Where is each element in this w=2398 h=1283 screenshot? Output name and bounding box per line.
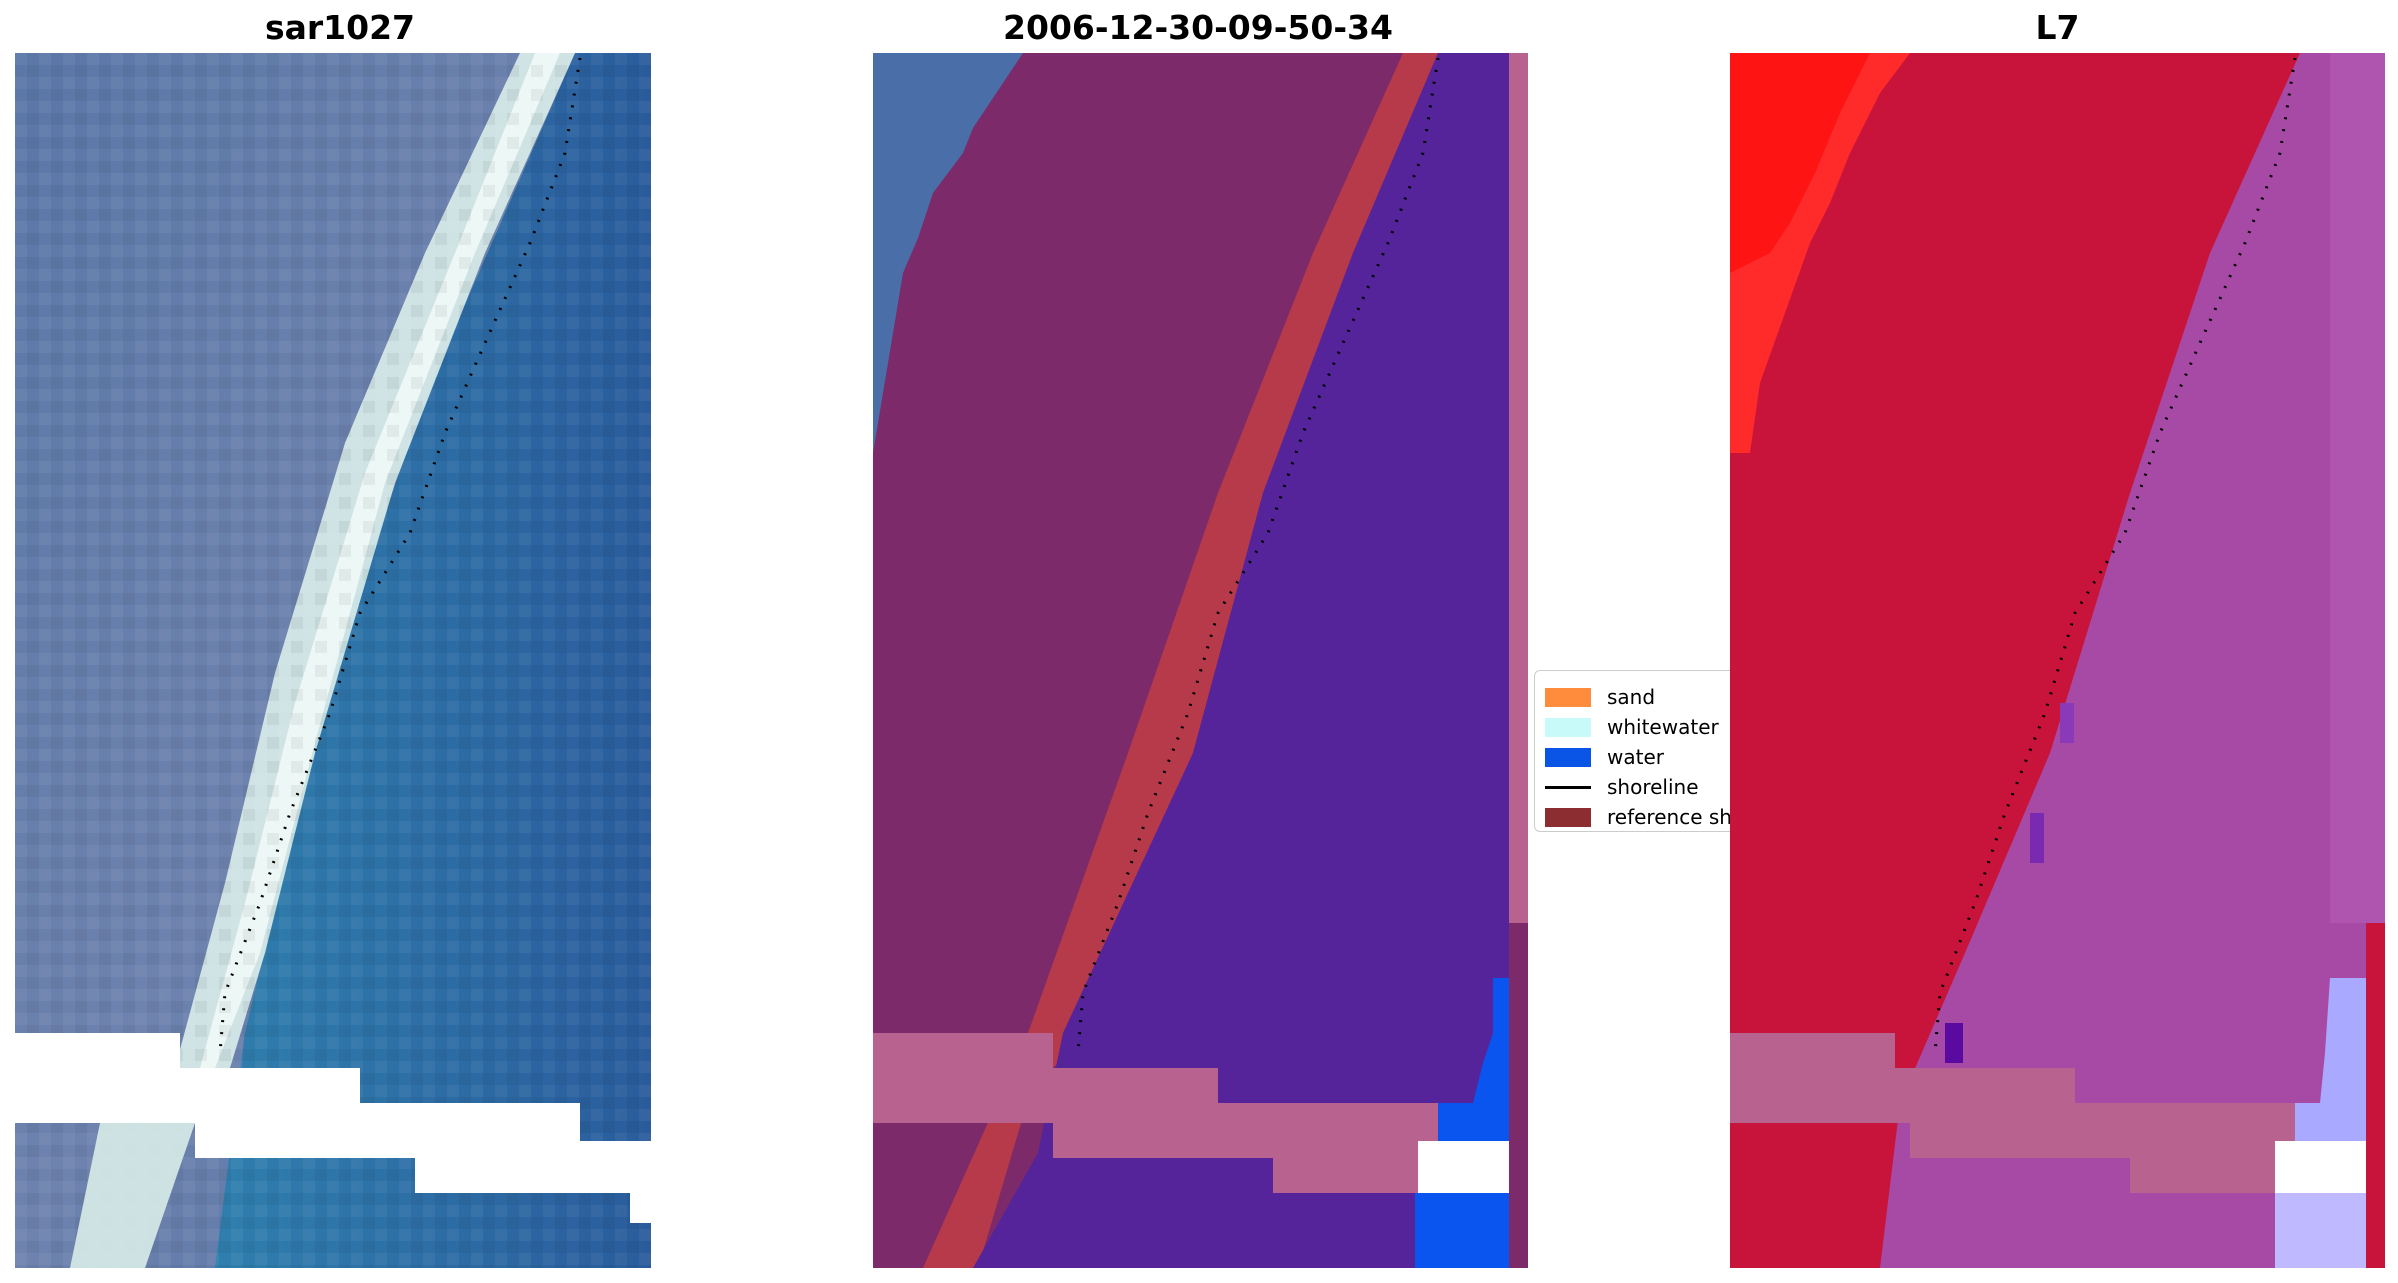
panel-title-l7: L7 bbox=[2035, 8, 2080, 47]
rgb-nodata-band bbox=[15, 1033, 651, 1223]
class-water-area bbox=[973, 53, 1509, 1268]
class-sand-band bbox=[923, 53, 1438, 1268]
l7-nodata-band bbox=[1730, 1033, 2295, 1193]
rgb-image-panel bbox=[15, 53, 651, 1268]
class-shoreline bbox=[1076, 57, 1440, 1054]
legend-swatch-sand bbox=[1545, 687, 1591, 707]
legend-label-shoreline: shoreline bbox=[1607, 775, 1699, 799]
legend: sand whitewater water shoreline referenc… bbox=[1534, 670, 1756, 832]
legend-swatch-shoreline bbox=[1545, 785, 1591, 789]
legend-item-reference-shoreline: reference shoreline bbox=[1545, 802, 1755, 831]
legend-item-sand: sand bbox=[1545, 682, 1655, 712]
class-nodata-band bbox=[873, 1033, 1438, 1193]
rgb-shoreline bbox=[218, 57, 582, 1054]
l7-shoreline bbox=[1933, 57, 2297, 1054]
legend-label-water: water bbox=[1607, 745, 1664, 769]
classification-panel bbox=[873, 53, 1528, 1268]
panel-title-classification: 2006-12-30-09-50-34 bbox=[1003, 8, 1393, 47]
legend-item-shoreline: shoreline bbox=[1545, 772, 1699, 802]
legend-swatch-whitewater bbox=[1545, 717, 1591, 737]
l7-sea-area bbox=[1880, 53, 2385, 1268]
legend-label-whitewater: whitewater bbox=[1607, 715, 1719, 739]
legend-item-whitewater: whitewater bbox=[1545, 712, 1719, 742]
legend-swatch-water bbox=[1545, 747, 1591, 767]
legend-item-water: water bbox=[1545, 742, 1664, 772]
legend-swatch-reference-shoreline bbox=[1545, 807, 1591, 827]
panel-title-rgb: sar1027 bbox=[264, 8, 416, 47]
l7-image-panel bbox=[1730, 53, 2385, 1268]
legend-label-sand: sand bbox=[1607, 685, 1656, 709]
